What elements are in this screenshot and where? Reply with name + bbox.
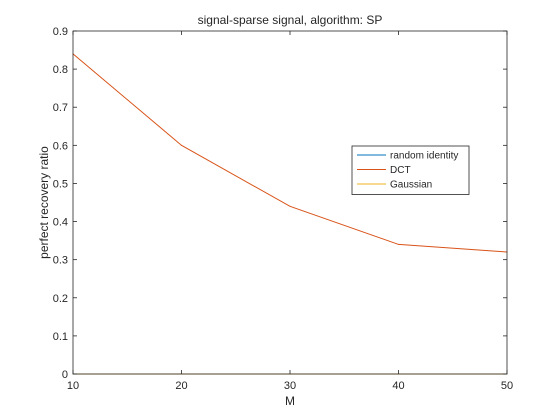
legend-items: random identity DCT Gaussian — [357, 151, 458, 191]
y-tick-label: 0.3 — [53, 255, 68, 267]
y-tick-label: 0.1 — [53, 331, 68, 343]
legend: random identity DCT Gaussian — [351, 145, 470, 195]
x-tick-label: 40 — [392, 380, 404, 392]
data-point — [181, 144, 182, 146]
legend-label-0: random identity — [390, 151, 458, 162]
ticks-layer: 10 20 30 40 50 0 0.1 0.2 0.3 0.4 0.5 0.6 0.7 0.8 0.9 — [53, 26, 513, 392]
x-tick-label: 50 — [501, 380, 513, 392]
x-tick-label: 10 — [67, 380, 79, 392]
data-point — [398, 243, 399, 245]
y-tick-label: 0.4 — [53, 217, 68, 229]
y-tick-label: 0.9 — [53, 26, 68, 38]
plot-area — [73, 31, 507, 374]
chart-title: signal-sparse signal, algorithm: SP — [198, 13, 383, 27]
y-tick-label: 0.2 — [53, 293, 68, 305]
data-point — [289, 205, 291, 207]
y-tick-label: 0.7 — [53, 102, 68, 114]
y-tick-label: 0 — [62, 369, 68, 381]
x-tick-label: 30 — [284, 380, 296, 392]
y-tick-label: 0.5 — [53, 178, 68, 190]
x-tick-label: 20 — [175, 380, 187, 392]
legend-box — [351, 145, 470, 195]
legend-label-1: DCT — [390, 165, 411, 176]
x-axis-title: M — [285, 394, 295, 408]
legend-label-2: Gaussian — [390, 180, 432, 191]
y-tick-label: 0.6 — [53, 140, 68, 152]
y-axis-title: perfect recovery ratio — [37, 146, 51, 259]
y-tick-label: 0.8 — [53, 64, 68, 76]
